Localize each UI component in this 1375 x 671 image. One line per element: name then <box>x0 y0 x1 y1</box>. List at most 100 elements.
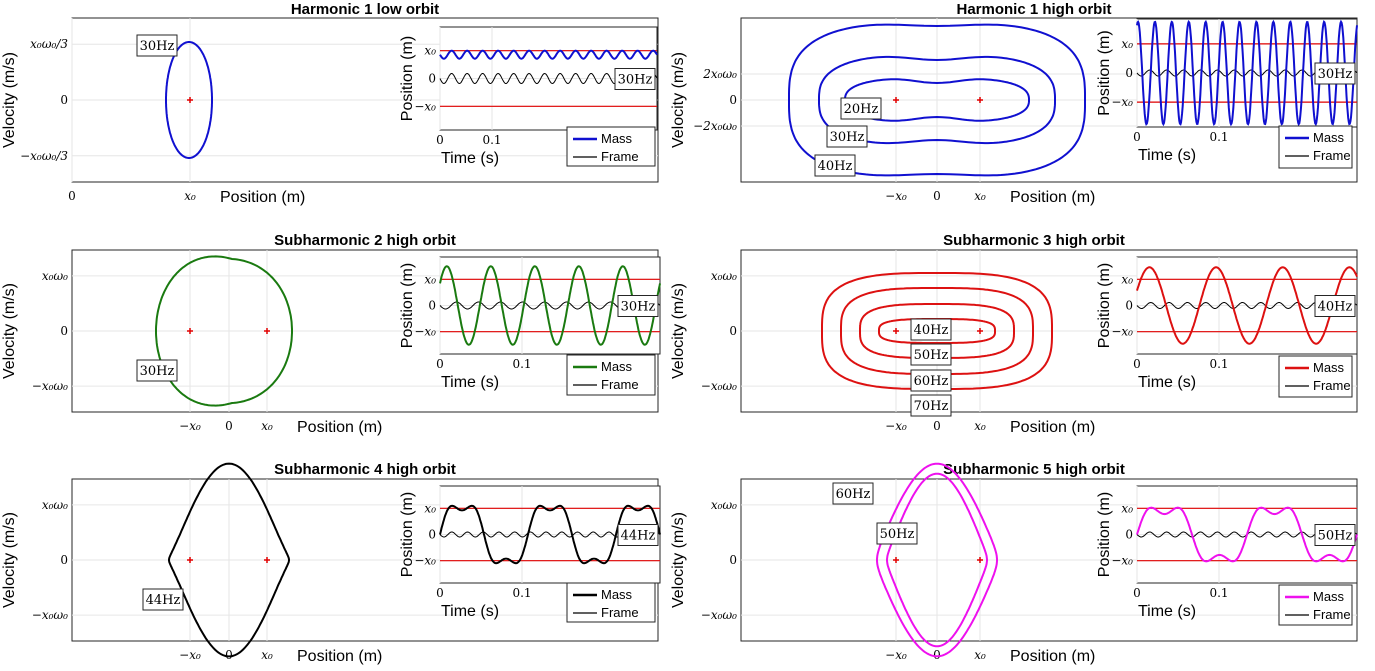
orbit-label-40Hz: 40Hz <box>814 154 856 177</box>
phase-xtick: x₀ <box>261 648 273 662</box>
ts-frequency-text: 40Hz <box>1318 300 1353 315</box>
phase-ytick: 0 <box>60 324 68 338</box>
orbit-2 <box>818 55 1056 145</box>
orbit-label-text: 50Hz <box>914 348 949 363</box>
orbit-label-text: 30Hz <box>140 364 175 379</box>
phase-ytick: x₀ω₀ <box>42 498 68 512</box>
legend-entry-mass: Mass <box>601 587 633 602</box>
phase-xtick: x₀ <box>974 648 986 662</box>
ts-xtick: 0.1 <box>1209 586 1228 600</box>
orbit-label-50Hz: 50Hz <box>876 522 918 545</box>
orbit-4 <box>821 272 1053 390</box>
phase-ylabel: Velocity (m/s) <box>1 283 18 379</box>
ts-ylabel: Position (m) <box>399 36 416 121</box>
ts-xtick: 0 <box>436 586 444 600</box>
orbit-label-text: 44Hz <box>146 593 181 608</box>
orbit-2 <box>876 462 998 658</box>
orbit-label-30Hz: 30Hz <box>136 359 178 382</box>
ts-ytick: 0 <box>428 528 436 542</box>
ts-xtick: 0.1 <box>482 133 501 147</box>
panel-1: Harmonic 1 low orbit 0 x₀ x₀ω₀/3 0 −x₀ω₀/3 Pos… <box>1 1 659 206</box>
phase-xlabel: Position (m) <box>1010 419 1095 436</box>
ts-ytick: x₀ <box>1121 501 1133 515</box>
phase-ytick: 0 <box>60 553 68 567</box>
phase-xtick: 0 <box>225 419 233 433</box>
orbit-1 <box>168 462 290 658</box>
orbit-label-20Hz: 20Hz <box>840 97 882 120</box>
legend-entry-frame: Frame <box>1313 148 1351 163</box>
phase-xtick: 0 <box>933 648 941 662</box>
phase-ytick: 0 <box>60 93 68 107</box>
ts-xlabel: Time (s) <box>1138 374 1196 391</box>
ts-xlabel: Time (s) <box>441 374 499 391</box>
orbit-label-30Hz: 30Hz <box>136 34 178 57</box>
ts-frequency-text: 50Hz <box>1318 529 1353 544</box>
mass-trace <box>1136 506 1358 563</box>
ts-ytick: −x₀ <box>414 325 436 339</box>
ts-ytick: x₀ <box>424 272 436 286</box>
orbit-label-text: 60Hz <box>836 487 871 502</box>
ts-ylabel: Position (m) <box>1096 492 1113 577</box>
ts-xtick: 0.1 <box>512 586 531 600</box>
orbit-2 <box>859 303 1015 359</box>
mass-trace <box>439 49 658 60</box>
orbit-3 <box>840 287 1034 375</box>
panel-title: Subharmonic 2 high orbit <box>274 232 456 249</box>
phase-ylabel: Velocity (m/s) <box>670 283 687 379</box>
ts-frequency-label: 30Hz <box>1314 62 1356 85</box>
ts-ytick: 0 <box>1125 299 1133 313</box>
ts-xlabel: Time (s) <box>441 603 499 620</box>
orbit-label-text: 60Hz <box>914 374 949 389</box>
legend: Mass Frame <box>566 126 656 167</box>
ts-ytick: 0 <box>1125 528 1133 542</box>
legend-entry-mass: Mass <box>1313 130 1345 145</box>
orbit-label-50Hz: 50Hz <box>910 343 952 366</box>
ts-ytick: x₀ <box>424 44 436 58</box>
phase-xlabel: Position (m) <box>1010 189 1095 206</box>
orbit-label-text: 40Hz <box>914 323 949 338</box>
phase-ylabel: Velocity (m/s) <box>1 512 18 608</box>
phase-xtick: x₀ <box>184 189 196 203</box>
ts-xlabel: Time (s) <box>1138 147 1196 164</box>
phase-xtick: x₀ <box>974 189 986 203</box>
phase-ytick: −x₀ω₀ <box>701 379 737 393</box>
ts-ytick: −x₀ <box>1111 95 1133 109</box>
mass-trace <box>439 265 661 346</box>
orbit-label-60Hz: 60Hz <box>910 369 952 392</box>
legend-entry-frame: Frame <box>1313 378 1351 393</box>
phase-xtick: x₀ <box>974 419 986 433</box>
orbit-1 <box>886 472 988 648</box>
orbit-label-60Hz: 60Hz <box>832 482 874 505</box>
ts-ytick: −x₀ <box>414 99 436 113</box>
phase-ytick: 0 <box>729 93 737 107</box>
ts-frequency-text: 30Hz <box>618 73 653 88</box>
orbit-label-text: 40Hz <box>818 159 853 174</box>
ts-ytick: 0 <box>1125 66 1133 80</box>
ts-frequency-label: 44Hz <box>617 524 659 546</box>
panel-6: Subharmonic 5 high orbit −x₀ 0 x₀ x₀ω₀ 0 −x₀ω₀… <box>670 461 1358 665</box>
ts-xtick: 0 <box>1133 357 1141 371</box>
legend-entry-frame: Frame <box>601 377 639 392</box>
legend-entry-mass: Mass <box>601 131 633 146</box>
ts-ytick: −x₀ <box>414 554 436 568</box>
legend-entry-mass: Mass <box>601 359 633 374</box>
orbit-label-30Hz: 30Hz <box>826 125 868 148</box>
phase-ytick: 0 <box>729 553 737 567</box>
orbit-1 <box>878 318 996 344</box>
legend: Mass Frame <box>566 354 656 396</box>
phase-ytick: 0 <box>729 324 737 338</box>
phase-ylabel: Velocity (m/s) <box>1 52 18 148</box>
orbit-label-text: 30Hz <box>830 130 865 145</box>
legend-entry-frame: Frame <box>1313 607 1351 622</box>
ts-ytick: −x₀ <box>1111 554 1133 568</box>
legend-entry-mass: Mass <box>1313 589 1345 604</box>
ts-xtick: 0 <box>1133 130 1141 144</box>
panel-4: Subharmonic 3 high orbit −x₀ 0 x₀ x₀ω₀ 0 −x₀ω₀… <box>670 232 1358 436</box>
panel-title: Harmonic 1 low orbit <box>291 1 439 18</box>
phase-ylabel: Velocity (m/s) <box>670 512 687 608</box>
ts-ytick: 0 <box>428 299 436 313</box>
orbit-label-text: 70Hz <box>914 399 949 414</box>
phase-xtick: −x₀ <box>179 648 201 662</box>
panel-2: Harmonic 1 high orbit −x₀ 0 x₀ 2x₀ω₀ 0 −2x₀ω₀ P… <box>670 1 1358 206</box>
mass-trace <box>1136 266 1358 345</box>
